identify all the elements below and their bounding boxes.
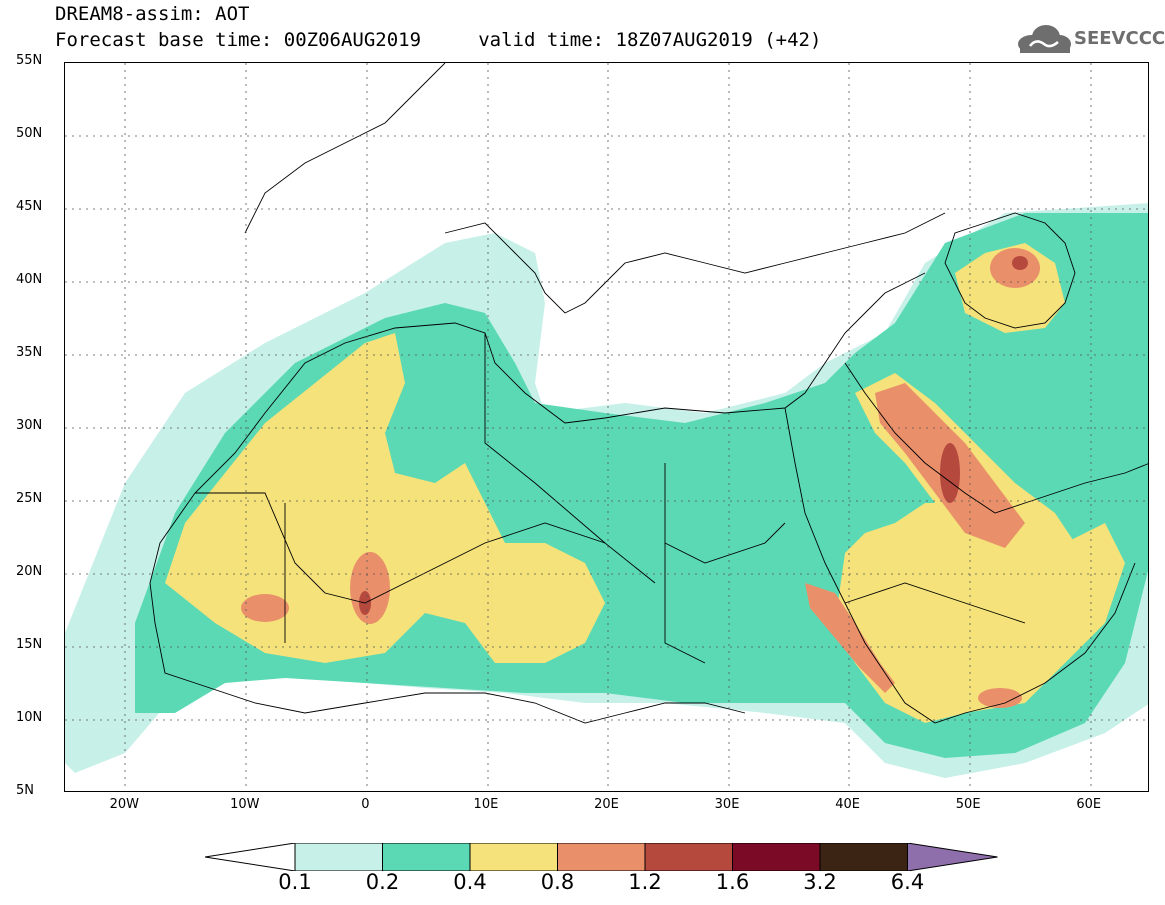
lon-tick-label: 30E [714, 797, 740, 812]
colorbar-segment [557, 843, 646, 871]
lon-tick-label: 10E [473, 797, 499, 812]
lat-tick-label: 15N [16, 637, 43, 652]
colorbar-label: 0.8 [540, 870, 575, 894]
colorbar-segment [732, 843, 821, 871]
colorbar-label: 1.6 [715, 870, 750, 894]
aot-region-0.8-sahel [350, 552, 390, 624]
lon-tick-label: 60E [1076, 797, 1102, 812]
lon-tick-label: 20W [109, 797, 139, 812]
lat-tick-label: 55N [16, 53, 43, 68]
map-canvas [65, 63, 1148, 791]
aot-region-0.8-yemen [978, 688, 1022, 708]
aot-shading [65, 203, 1148, 778]
aot-map [64, 62, 1149, 792]
colorbar-segment [469, 843, 558, 871]
lat-tick-label: 50N [16, 126, 43, 141]
aot-region-1.2-caspian [1012, 256, 1028, 270]
aot-region-0.8-west [241, 594, 289, 622]
gridlines [65, 63, 1148, 791]
lat-tick-label: 5N [16, 783, 34, 798]
lat-tick-label: 30N [16, 418, 43, 433]
aot-region-0.8-redsea [805, 583, 895, 693]
lat-tick-label: 10N [16, 710, 43, 725]
lon-tick-label: 20E [594, 797, 619, 812]
forecast-time-line: Forecast base time: 00Z06AUG2019 valid t… [55, 29, 822, 51]
colorbar-label: 0.4 [453, 870, 487, 894]
seevccc-logo: SEEVCCC [1016, 22, 1165, 62]
colorbar [205, 843, 998, 871]
colorbar-label: 6.4 [890, 870, 925, 894]
colorbar-segment [644, 843, 733, 871]
colorbar-segment [819, 843, 908, 871]
colorbar-label: 0.2 [365, 870, 400, 894]
map-title: DREAM8-assim: AOT [55, 3, 250, 25]
colorbar-label: 1.2 [628, 870, 662, 894]
lat-tick-label: 40N [16, 272, 43, 287]
colorbar-label: 0.1 [278, 870, 312, 894]
colorbar-segment [294, 843, 383, 871]
colorbar-segment [907, 843, 998, 871]
colorbar-label: 3.2 [803, 870, 837, 894]
coastlines [149, 63, 1148, 724]
lat-tick-label: 35N [16, 345, 43, 360]
logo-text: SEEVCCC [1074, 28, 1165, 49]
lon-tick-label: 0 [361, 797, 370, 812]
colorbar-segment [382, 843, 471, 871]
lon-tick-label: 40E [835, 797, 860, 812]
colorbar-segment [205, 843, 296, 871]
lat-tick-label: 25N [16, 491, 43, 506]
lon-tick-label: 50E [955, 797, 981, 812]
lat-tick-label: 20N [16, 564, 43, 579]
aot-region-0.4-west [165, 333, 605, 663]
lat-tick-label: 45N [16, 199, 43, 214]
lon-tick-label: 10W [230, 797, 260, 812]
aot-region-1.2-gulf [940, 443, 960, 503]
cloud-icon [1018, 25, 1071, 53]
